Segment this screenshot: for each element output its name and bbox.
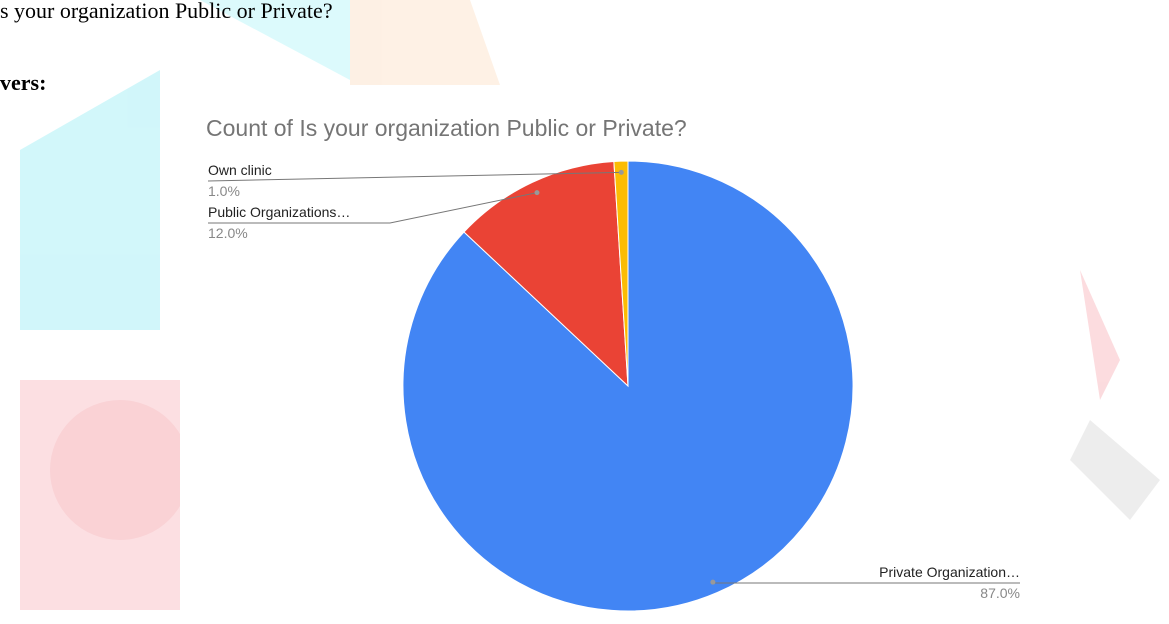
leader-dot: [534, 190, 540, 196]
slice-value-label: 87.0%: [980, 585, 1020, 601]
chart-title: Count of Is your organization Public or …: [206, 115, 687, 141]
leader-dot: [618, 169, 624, 175]
question-text: s your organization Public or Private?: [0, 0, 333, 23]
pie-slice: [463, 160, 629, 388]
slice-label: Own clinic: [208, 162, 272, 178]
slice-label: Private Organization…: [879, 564, 1020, 580]
slice-label: Public Organizations…: [208, 204, 350, 220]
leader-line: [207, 171, 622, 182]
answers-label: vers:: [0, 70, 46, 95]
leader-line: [208, 192, 538, 224]
watermark: [20, 0, 1160, 610]
leader-dot: [710, 579, 716, 585]
pie-slice: [613, 160, 629, 387]
slice-value-label: 1.0%: [208, 183, 240, 199]
slice-value-label: 12.0%: [208, 225, 248, 241]
